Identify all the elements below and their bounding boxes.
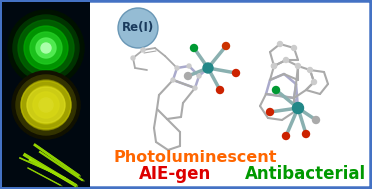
Circle shape [118, 8, 158, 48]
Circle shape [41, 43, 51, 53]
Circle shape [193, 86, 197, 90]
Circle shape [278, 42, 282, 46]
Circle shape [8, 10, 84, 86]
Circle shape [12, 71, 80, 139]
Text: Antibacterial: Antibacterial [244, 165, 366, 183]
Circle shape [171, 78, 175, 82]
Circle shape [13, 15, 79, 81]
Circle shape [222, 43, 230, 50]
Circle shape [292, 46, 296, 50]
Circle shape [16, 75, 76, 135]
Circle shape [30, 32, 62, 64]
Circle shape [217, 87, 224, 94]
Ellipse shape [27, 87, 65, 123]
Circle shape [295, 64, 301, 68]
Circle shape [175, 66, 179, 70]
Circle shape [33, 92, 59, 118]
Circle shape [131, 56, 135, 60]
Circle shape [283, 57, 289, 63]
Circle shape [282, 132, 289, 139]
Circle shape [141, 48, 145, 52]
Ellipse shape [21, 81, 71, 129]
Circle shape [203, 63, 213, 73]
Circle shape [39, 98, 53, 112]
Circle shape [292, 102, 304, 114]
Circle shape [308, 67, 312, 73]
Text: AIE-gen: AIE-gen [139, 165, 211, 183]
Circle shape [272, 64, 276, 68]
Text: Re(I): Re(I) [122, 22, 154, 35]
Circle shape [36, 38, 56, 58]
Circle shape [197, 74, 201, 78]
Circle shape [266, 108, 273, 115]
Circle shape [27, 86, 65, 124]
Circle shape [190, 44, 198, 51]
Circle shape [302, 130, 310, 138]
Circle shape [24, 26, 68, 70]
Bar [2, 2, 90, 187]
Circle shape [311, 80, 317, 84]
Circle shape [232, 70, 240, 77]
Circle shape [185, 73, 192, 80]
Circle shape [273, 87, 279, 94]
Text: Photoluminescent: Photoluminescent [113, 150, 277, 166]
Circle shape [18, 20, 74, 76]
Circle shape [187, 64, 191, 68]
Circle shape [272, 64, 276, 68]
Circle shape [312, 116, 320, 123]
Circle shape [21, 80, 71, 130]
